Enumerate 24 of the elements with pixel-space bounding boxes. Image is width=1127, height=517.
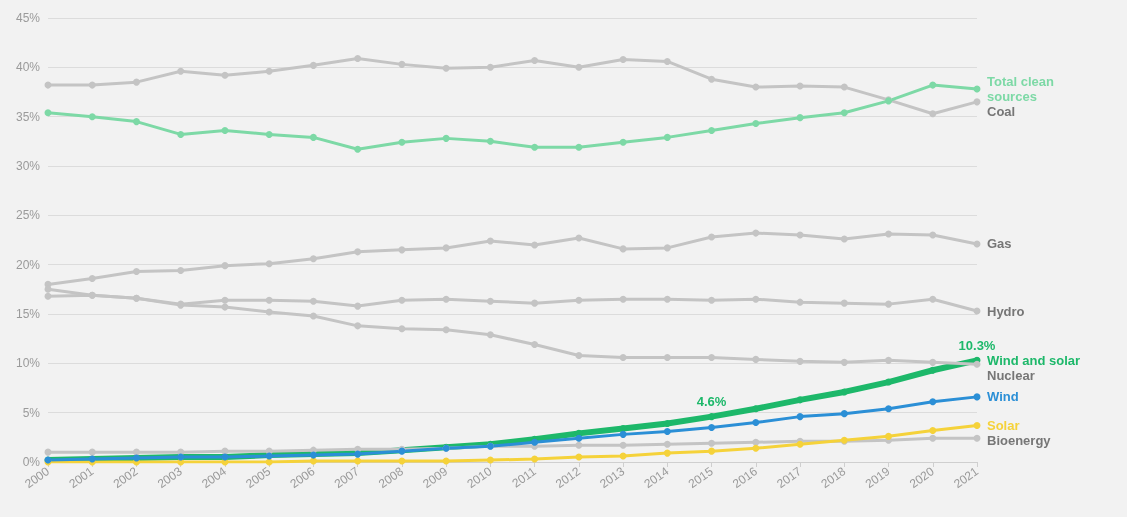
y-tick-label: 35%	[15, 109, 41, 124]
y-tick-label: 25%	[15, 208, 41, 223]
series-label: Bioenergy	[987, 432, 1052, 448]
series-label: Wind	[987, 389, 1019, 405]
series-label: Coal	[987, 104, 1016, 120]
data-label: 10.3%	[958, 337, 996, 353]
series-label: Wind and solar	[987, 352, 1081, 368]
x-tick-label: 2011	[509, 464, 539, 491]
series-label: Gas	[987, 236, 1012, 252]
x-tick-label: 2021	[951, 464, 982, 492]
y-tick-label: 0%	[22, 455, 41, 469]
x-tick-label: 2001	[66, 464, 97, 492]
y-tick-label: 45%	[15, 11, 41, 25]
series-label: Solar	[987, 417, 1020, 433]
series-label: Nuclear	[987, 367, 1035, 383]
y-tick-label: 15%	[15, 307, 41, 321]
y-tick-label: 30%	[15, 159, 41, 173]
y-tick-label: 40%	[15, 60, 41, 75]
y-tick-label: 5%	[22, 405, 41, 420]
series-label: Total clean sources	[987, 74, 1058, 105]
series-label: Hydro	[987, 303, 1025, 319]
y-tick-label: 10%	[15, 356, 41, 371]
y-tick-label: 20%	[15, 257, 41, 272]
data-label: 4.6%	[696, 394, 727, 410]
